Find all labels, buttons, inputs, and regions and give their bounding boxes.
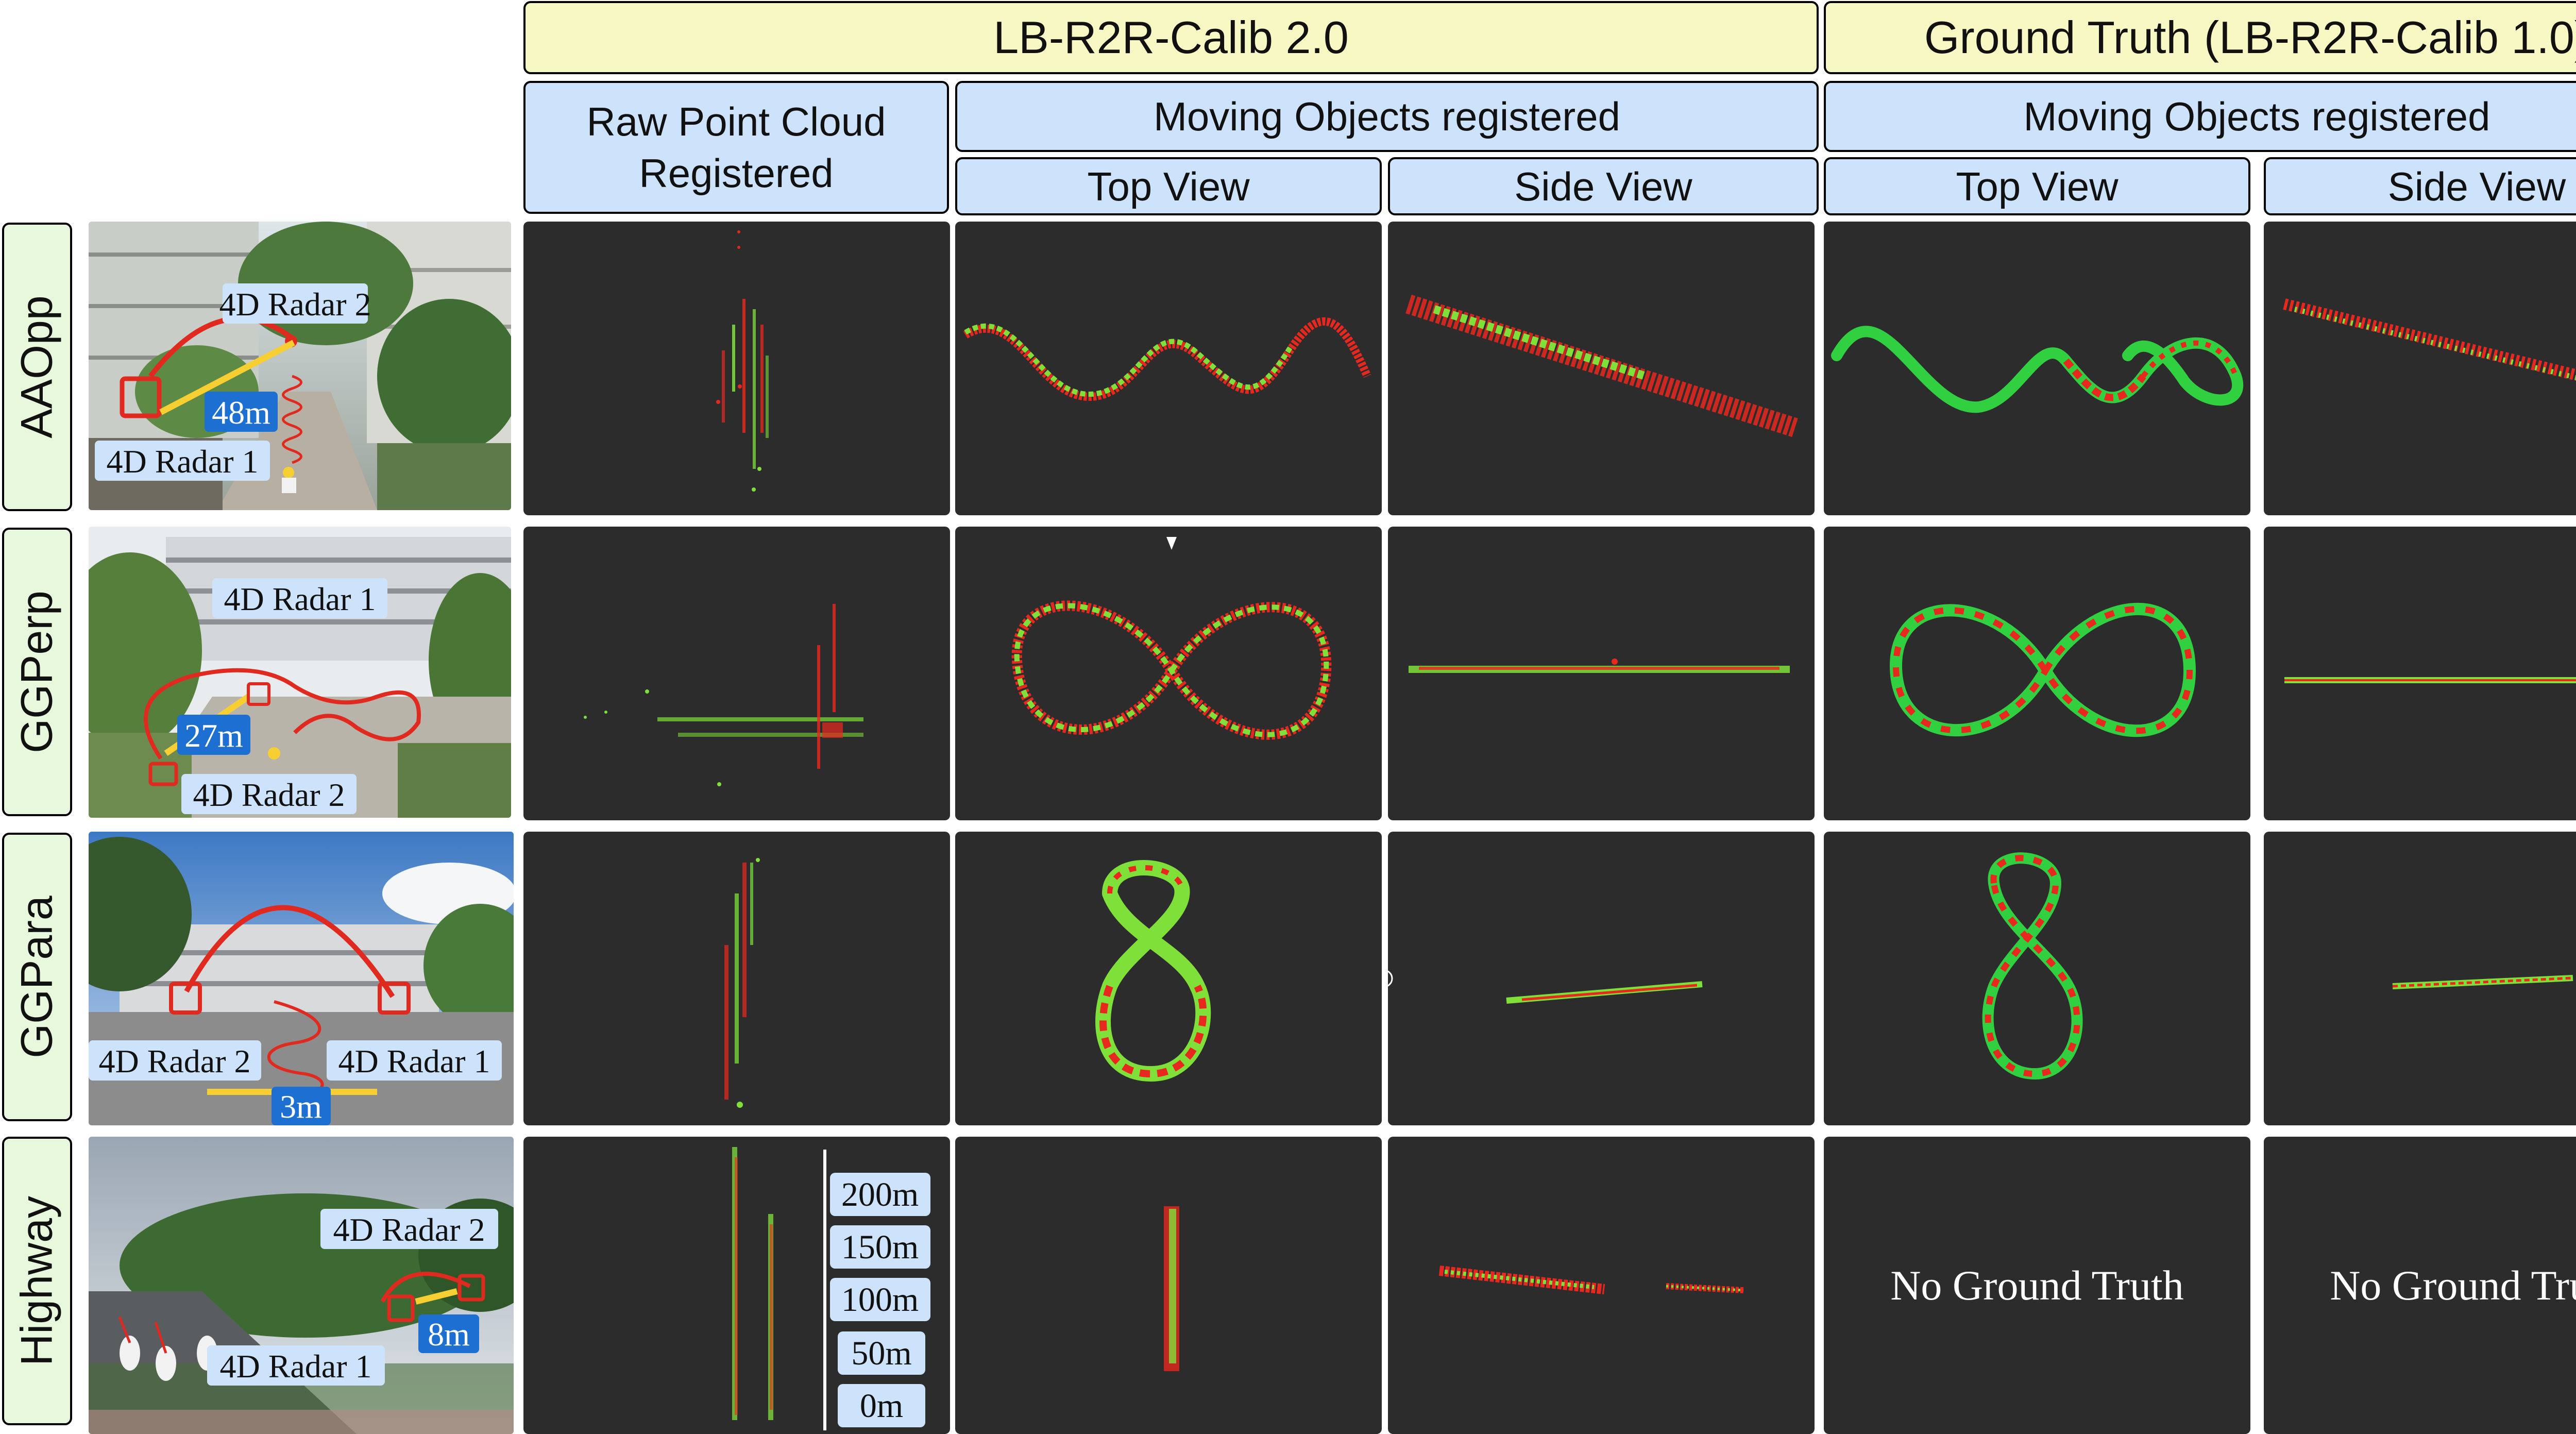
scale-bar: 200m 150m 100m 50m 0m <box>830 1173 930 1427</box>
header-side-view-method-text: Side View <box>1514 163 1692 209</box>
scale-tick-0: 0m <box>860 1387 903 1425</box>
top-view-gt-aaopp <box>1824 222 2250 515</box>
header-method: LB-R2R-Calib 2.0 <box>523 1 1819 74</box>
no-ground-truth-side: No Ground Truth <box>2330 1261 2576 1309</box>
header-side-view-gt-text: Side View <box>2387 163 2566 209</box>
top-view-method-highway <box>955 1137 1382 1434</box>
radar-label-b-highway: 4D Radar 1 <box>219 1348 371 1385</box>
radar-label-b-aaopp: 4D Radar 1 <box>106 443 258 480</box>
raw-points-aaopp <box>716 230 769 492</box>
header-moving-objects-method: Moving Objects registered <box>955 81 1819 152</box>
side-view-gt-aaopp <box>2264 222 2576 515</box>
header-moving-objects-gt: Moving Objects registered <box>1824 81 2576 152</box>
top-view-gt-ggpara <box>1824 832 2250 1125</box>
header-top-view-method: Top View <box>955 157 1382 215</box>
side-view-gt-ggperp <box>2264 527 2576 820</box>
side-view-method-aaopp <box>1388 222 1815 515</box>
side-view-method-ggpara <box>1388 832 1815 1125</box>
scale-tick-100: 100m <box>841 1281 919 1319</box>
no-ground-truth-top: No Ground Truth <box>1890 1261 2184 1309</box>
header-ground-truth-text: Ground Truth (LB-R2R-Calib 1.0) <box>1924 12 2576 63</box>
row-label-highway-text: Highway <box>12 1196 62 1366</box>
top-view-method-ggperp <box>955 527 1382 820</box>
row-label-aaopp: AAOpp <box>2 223 72 511</box>
distance-label-ggperp: 27m <box>184 717 243 754</box>
top-view-gt-highway: No Ground Truth <box>1824 1137 2250 1434</box>
scene-photo-ggpara: 4D Radar 2 4D Radar 1 3m <box>89 832 514 1125</box>
header-moving-objects-method-text: Moving Objects registered <box>1153 94 1621 139</box>
radar-label-b-ggperp: 4D Radar 2 <box>193 777 345 813</box>
header-raw-point-cloud-text: Raw Point Cloud Registered <box>586 99 886 196</box>
raw-pointcloud-ggperp <box>523 527 950 820</box>
radar-label-a-aaopp: 4D Radar 2 <box>219 286 371 323</box>
header-side-view-method: Side View <box>1388 157 1819 215</box>
scene-photo-highway: 4D Radar 2 4D Radar 1 8m <box>89 1137 514 1434</box>
header-top-view-gt: Top View <box>1824 157 2250 215</box>
raw-pointcloud-ggpara <box>523 832 950 1125</box>
row-label-ggpara-text: GGPara <box>12 896 62 1058</box>
top-view-method-aaopp <box>955 222 1382 515</box>
raw-pointcloud-highway: 200m 150m 100m 50m 0m <box>523 1137 950 1434</box>
row-label-aaopp-text: AAOpp <box>12 295 62 438</box>
distance-label-highway: 8m <box>428 1316 470 1353</box>
header-method-text: LB-R2R-Calib 2.0 <box>993 12 1349 63</box>
header-top-view-gt-text: Top View <box>1956 163 2119 209</box>
radar-label-a-highway: 4D Radar 2 <box>333 1211 485 1248</box>
scale-tick-200: 200m <box>841 1176 919 1213</box>
raw-pointcloud-aaopp <box>523 222 950 515</box>
row-label-ggperp: GGPerp <box>2 528 72 816</box>
row-label-highway: Highway <box>2 1137 72 1425</box>
radar-label-b-ggpara: 4D Radar 1 <box>338 1043 490 1079</box>
side-view-method-ggperp <box>1388 527 1815 820</box>
header-top-view-method-text: Top View <box>1087 163 1250 209</box>
side-view-method-highway <box>1388 1137 1815 1434</box>
scene-photo-ggperp: 4D Radar 1 4D Radar 2 27m <box>89 527 511 818</box>
top-view-method-ggpara <box>955 832 1382 1125</box>
header-ground-truth: Ground Truth (LB-R2R-Calib 1.0) <box>1824 1 2576 74</box>
scale-tick-150: 150m <box>841 1228 919 1266</box>
row-label-ggperp-text: GGPerp <box>12 591 62 753</box>
radar-label-a-ggperp: 4D Radar 1 <box>224 581 376 617</box>
scale-tick-50: 50m <box>851 1335 911 1372</box>
top-view-gt-ggperp <box>1824 527 2250 820</box>
distance-label-aaopp: 48m <box>212 394 270 431</box>
radar-label-a-ggpara: 4D Radar 2 <box>98 1043 250 1079</box>
header-moving-objects-gt-text: Moving Objects registered <box>2023 94 2490 139</box>
side-view-gt-highway: No Ground Truth <box>2264 1137 2576 1434</box>
header-side-view-gt: Side View <box>2264 157 2576 215</box>
scene-photo-aaopp: 4D Radar 2 4D Radar 1 48m <box>89 222 511 510</box>
distance-label-ggpara: 3m <box>280 1088 322 1125</box>
row-label-ggpara: GGPara <box>2 833 72 1121</box>
side-view-gt-ggpara <box>2264 832 2576 1125</box>
header-raw-point-cloud: Raw Point Cloud Registered <box>523 81 949 214</box>
